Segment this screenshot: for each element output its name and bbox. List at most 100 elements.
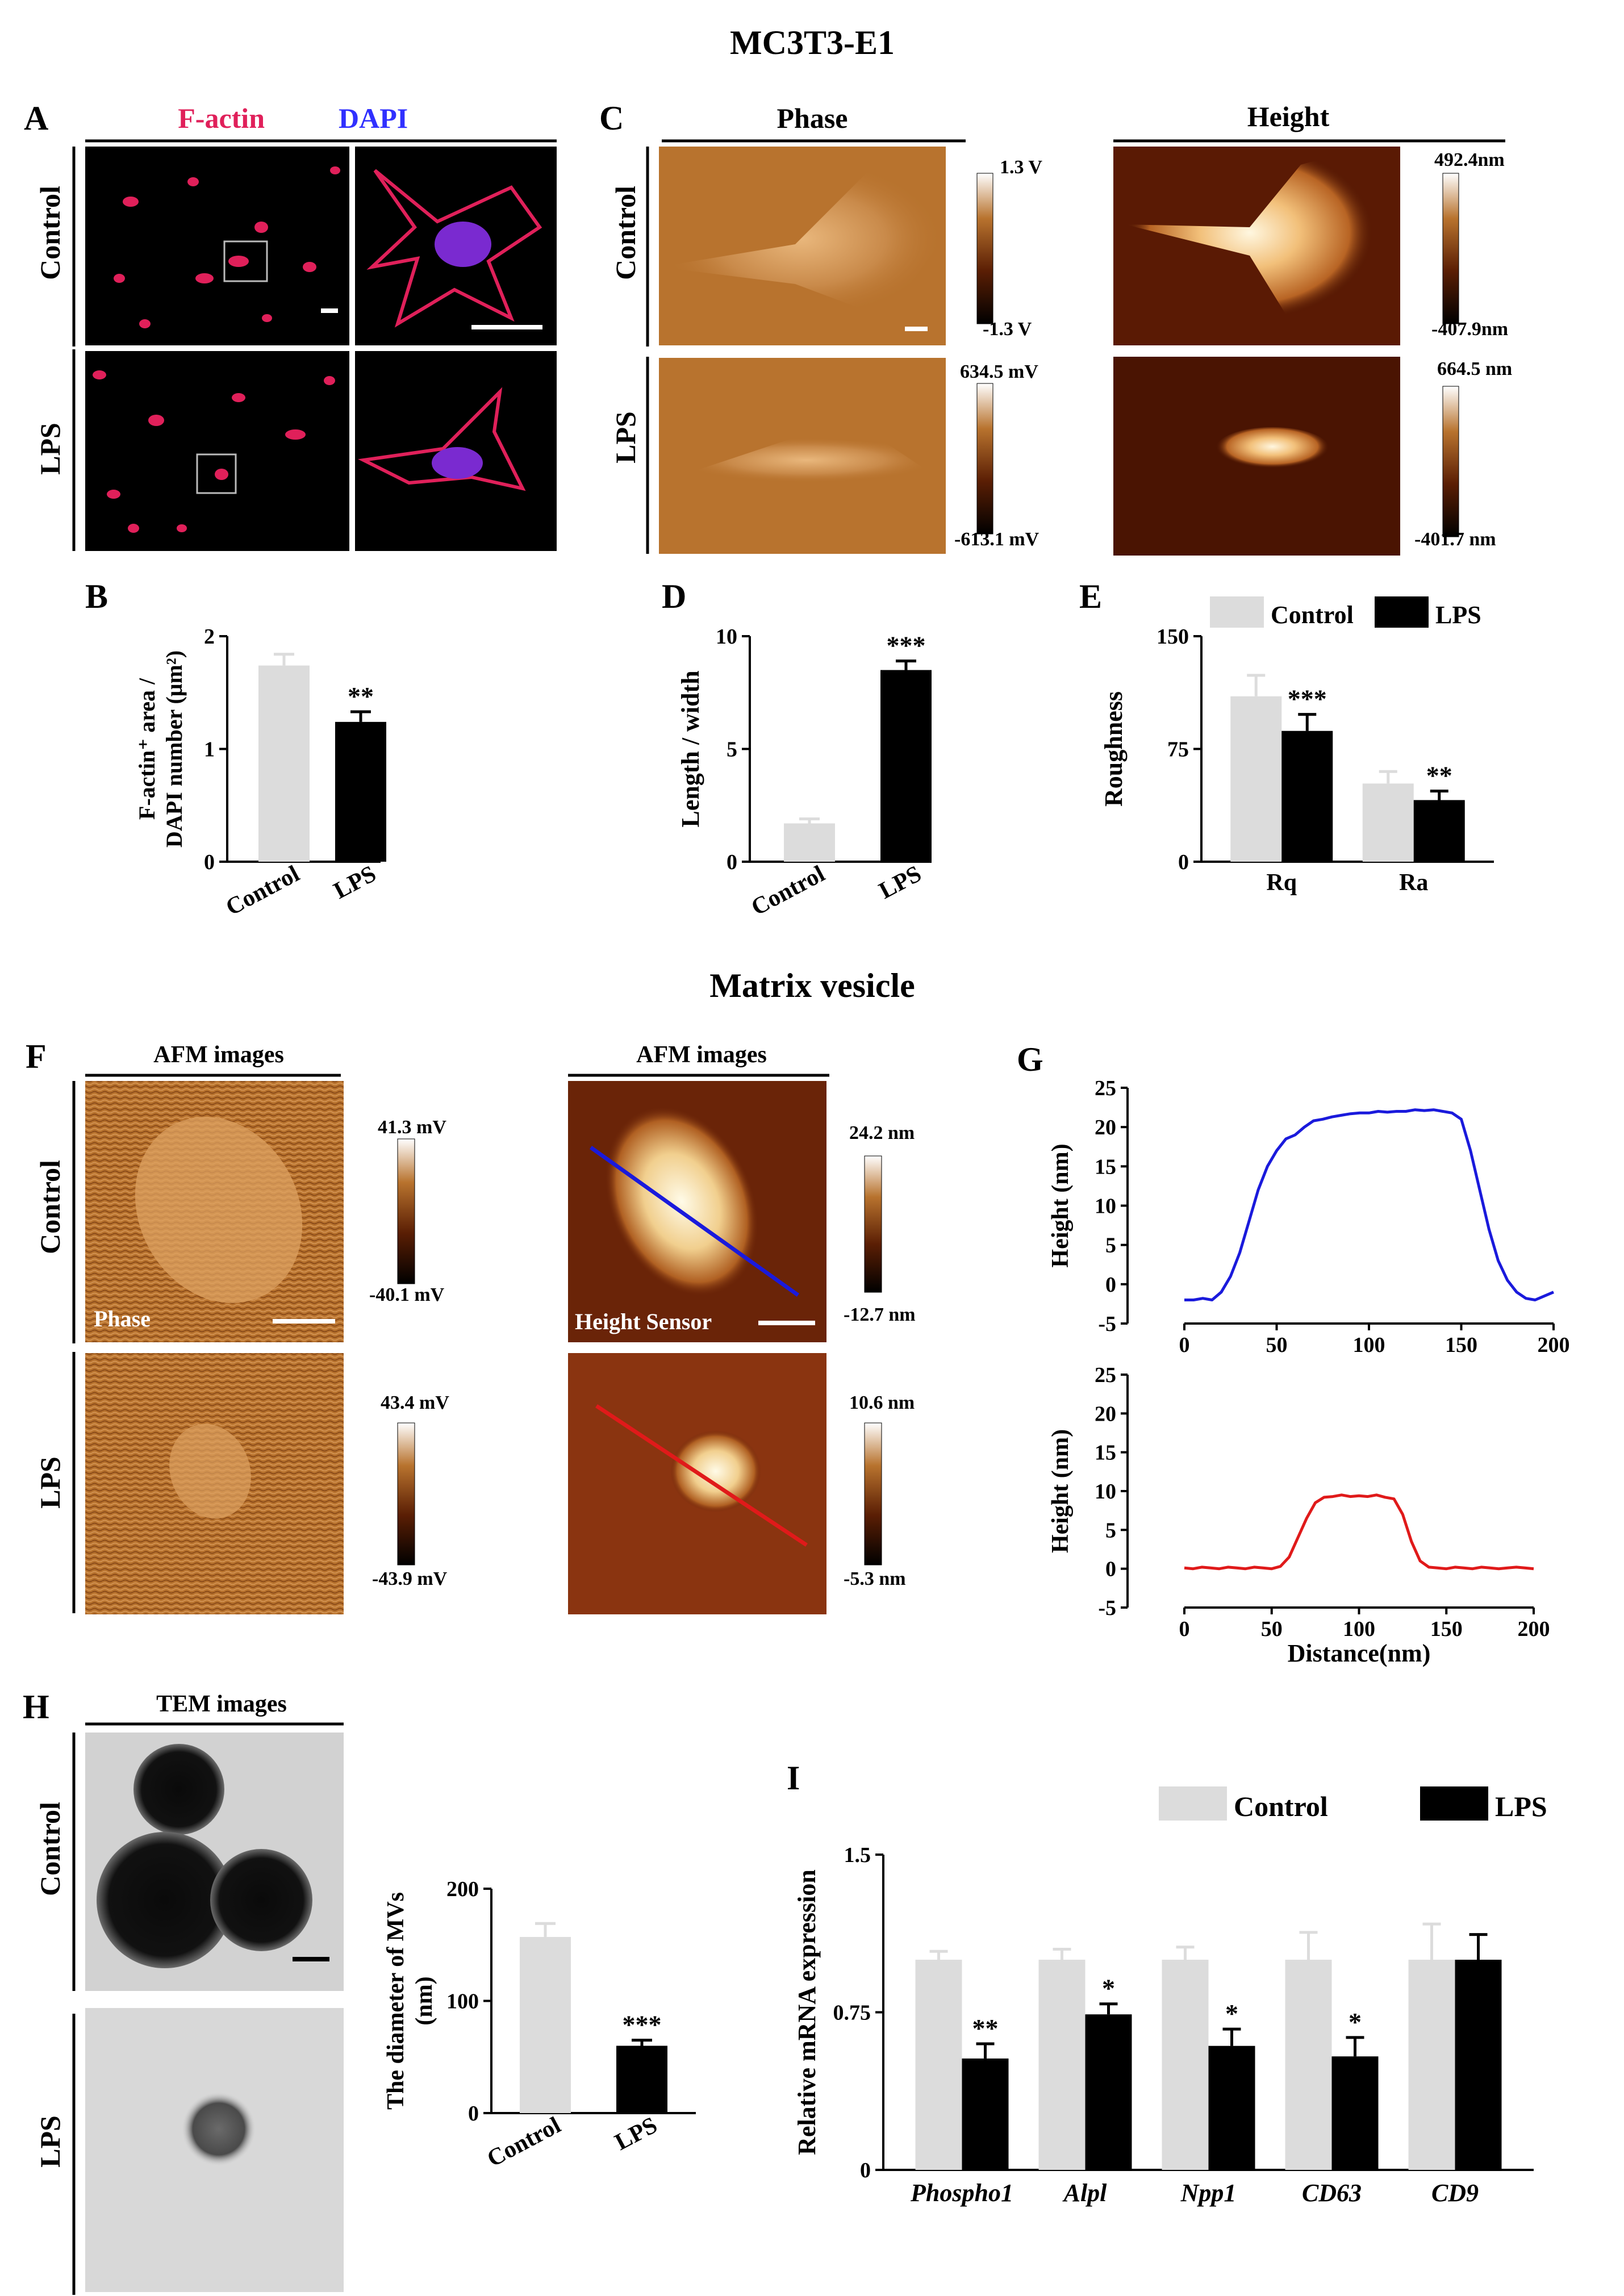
bar-control: [1038, 1960, 1086, 2170]
chart-e: E 0 75 150 Roughness *** Rq ** Ra Control LPS: [1079, 578, 1494, 896]
y-tick-label: 25: [1095, 1363, 1116, 1387]
chart-d: D 0 5 10 Length / width Control *** LPS: [662, 578, 932, 921]
colorbar-c-phase-control-min: -1.3 V: [983, 319, 1032, 340]
significance-label: ***: [887, 631, 926, 660]
x-tick-label: 0: [1179, 1617, 1190, 1641]
legend-label-lps: LPS: [1495, 1790, 1547, 1822]
y-axis-label-line2: (nm): [411, 1976, 437, 2025]
colorbar-c-phase-control-max: 1.3 V: [1000, 157, 1042, 178]
x-tick-label: Phospho1: [910, 2179, 1013, 2207]
zoom-box-lps: [196, 453, 237, 494]
bar-lps: [335, 721, 386, 862]
panel-letter: B: [85, 578, 108, 615]
chart-b: B 0 1 2 F-actin⁺ area / DAPI number (μm²) Cont…: [85, 578, 386, 921]
colorbar-f-phase-lps: [397, 1422, 415, 1566]
scale-bar-f-height: [758, 1321, 815, 1325]
bar-lps: [1085, 2014, 1132, 2170]
panel-h-row-label-lps: LPS: [34, 2115, 66, 2168]
bar-control: [1285, 1960, 1332, 2170]
colorbar-f-height-lps: [864, 1422, 882, 1566]
bar-control: [1162, 1960, 1209, 2170]
y-tick-label: 10: [716, 625, 737, 649]
y-axis-label-line1: F-actin⁺ area /: [134, 678, 160, 820]
x-tick-label: Control: [747, 861, 829, 921]
colorbar-f-height-control-max: 24.2 nm: [849, 1122, 915, 1143]
x-tick-label: 100: [1343, 1617, 1375, 1641]
bar-lps: [962, 2058, 1009, 2170]
y-tick-label: 0: [1105, 1558, 1116, 1581]
afm-phase-cell-control: [659, 159, 943, 318]
tem-vesicle-control-1: [133, 1744, 224, 1835]
bar-control: [915, 1960, 962, 2170]
colorbar-c-height-control-min: -407.9nm: [1431, 319, 1508, 340]
tem-vesicle-control-2: [97, 1832, 233, 1968]
chart-g-lps: -5 0 5 10 15 20 25 0 50 100 150 200 Height (nm) Dista…: [1047, 1363, 1550, 1667]
panel-a: A F-actin DAPI Control LPS: [24, 99, 557, 551]
bar-lps: [1281, 730, 1333, 862]
y-tick-label: 2: [204, 625, 215, 649]
fluorescence-cell-lps-high: [358, 387, 526, 491]
y-axis-label: Length / width: [677, 670, 704, 827]
scale-bar-f-phase: [273, 1319, 335, 1324]
y-tick-label: 100: [446, 1990, 479, 2014]
significance-label: ***: [1288, 684, 1327, 713]
y-tick-label: 25: [1095, 1076, 1116, 1100]
panel-f-row-label-control: Control: [34, 1160, 66, 1254]
y-tick-label: -5: [1098, 1596, 1116, 1620]
afm-height-vesicle-control: [604, 1106, 759, 1297]
y-tick-label: 0: [1105, 1273, 1116, 1297]
x-tick-label: CD9: [1431, 2179, 1479, 2207]
chart-g-control: G -5 0 5 10 15 20 25 0 50 100 150 200 Height (nm): [1017, 1041, 1570, 1357]
panel-f: F AFM images AFM images Control LPS Phas…: [26, 1038, 916, 1614]
y-tick-label: 0: [468, 2102, 479, 2126]
legend-swatch-control: [1159, 1786, 1227, 1821]
panel-f-row-label-lps: LPS: [34, 1456, 66, 1509]
colorbar-c-phase-lps-max: 634.5 mV: [960, 361, 1038, 382]
y-tick-label: -5: [1098, 1312, 1116, 1336]
panel-a-row-label-control: Control: [34, 186, 66, 280]
panel-f-header-phase: AFM images: [153, 1042, 284, 1068]
significance-label: **: [972, 2014, 999, 2043]
colorbar-c-height-control-max: 492.4nm: [1434, 149, 1505, 170]
x-tick-label: Ra: [1399, 870, 1428, 896]
panel-c: C Phase Height Control LPS 1.3 V -1.3 V …: [599, 99, 1512, 556]
bar-control: [1230, 696, 1282, 862]
panel-letter: D: [662, 578, 686, 615]
colorbar-c-height-control: [1442, 173, 1459, 324]
y-tick-label: 0: [1178, 850, 1189, 874]
bar-control: [520, 1936, 571, 2113]
y-tick-label: 0: [860, 2159, 871, 2182]
bar-control: [784, 823, 835, 862]
fluorescence-cells-lps-low: [93, 370, 335, 533]
panel-c-header-height: Height: [1247, 101, 1330, 132]
panel-h-row-label-control: Control: [34, 1802, 66, 1896]
fluorescence-cells-control-low: [114, 166, 340, 328]
y-axis-label-line1: The diameter of MVs: [383, 1892, 409, 2110]
bar-control: [1408, 1960, 1455, 2170]
x-tick-label: CD63: [1302, 2179, 1362, 2207]
afm-phase-vesicle-control: [135, 1117, 303, 1303]
y-tick-label: 5: [727, 738, 737, 762]
afm-phase-cell-lps: [676, 437, 937, 483]
x-tick-label: LPS: [611, 2112, 662, 2156]
bar-lps: [1455, 1960, 1502, 2170]
colorbar-f-phase-control-min: -40.1 mV: [369, 1284, 445, 1305]
afm-height-vesicle-lps: [670, 1430, 761, 1512]
legend-label-control: Control: [1234, 1790, 1328, 1822]
panel-a-header-dapi: DAPI: [339, 102, 408, 134]
colorbar-f-height-control-min: -12.7 nm: [844, 1304, 916, 1325]
x-tick-label: 150: [1445, 1333, 1477, 1357]
legend-swatch-control: [1210, 596, 1264, 628]
panel-c-row-label-lps: LPS: [609, 411, 641, 464]
chart-h: 0 100 200 The diameter of MVs (nm) Control ***…: [383, 1877, 696, 2172]
figure-title-top: MC3T3-E1: [730, 24, 895, 61]
y-tick-label: 20: [1095, 1402, 1116, 1426]
panel-h-images: H TEM images Control LPS: [23, 1688, 344, 2295]
y-tick-label: 5: [1105, 1518, 1116, 1542]
bar-control: [1362, 783, 1414, 862]
legend-label-control: Control: [1271, 601, 1354, 629]
y-tick-label: 1: [204, 738, 215, 762]
scale-bar-h: [293, 1957, 329, 1961]
colorbar-c-height-lps-min: -401.7 nm: [1414, 529, 1496, 550]
y-tick-label: 150: [1157, 625, 1189, 649]
